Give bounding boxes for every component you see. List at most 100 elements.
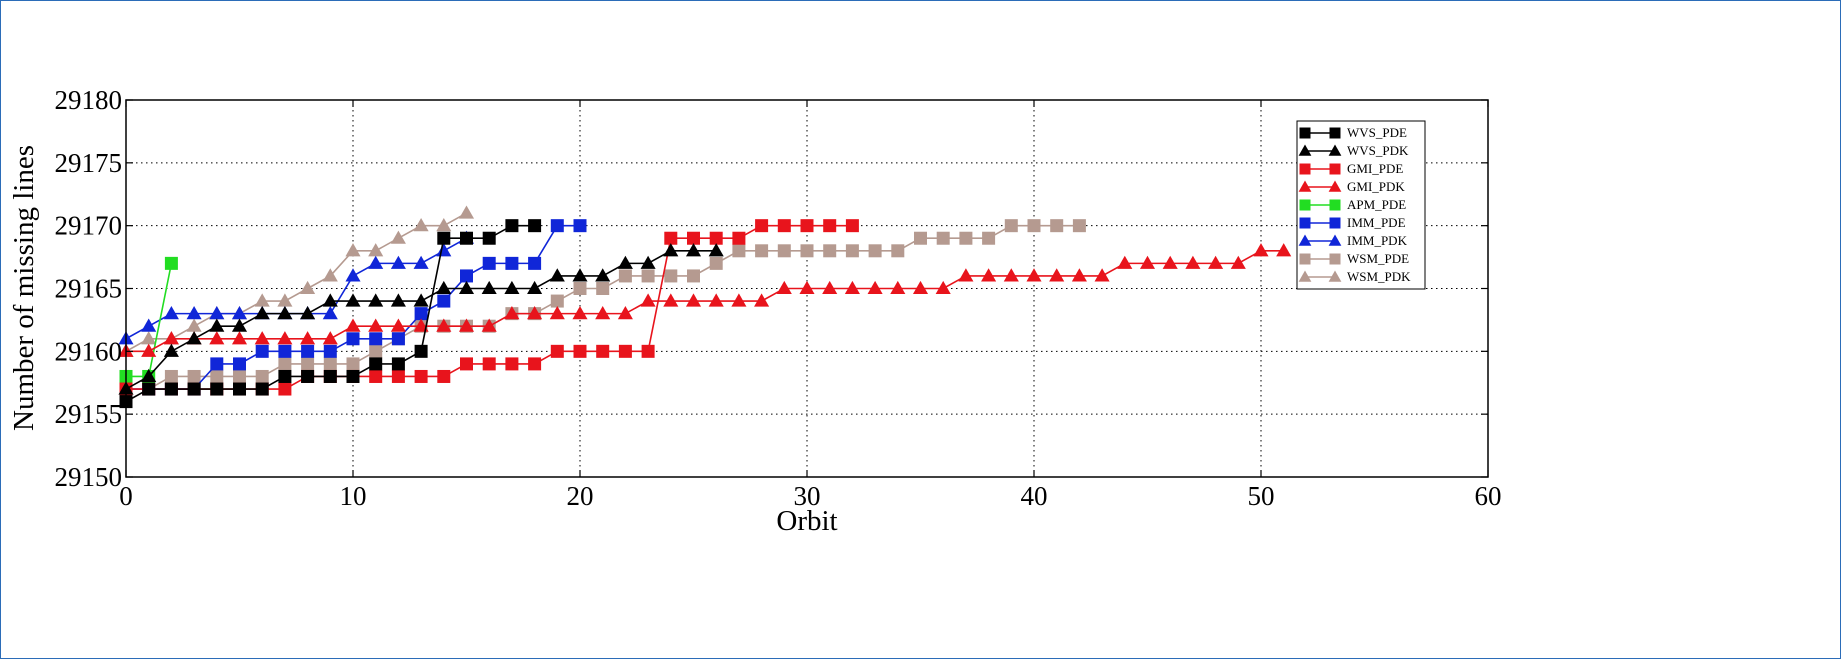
data-point	[141, 331, 157, 345]
data-point	[1004, 219, 1018, 233]
data-point	[142, 382, 156, 396]
data-point	[413, 318, 429, 332]
data-point	[391, 369, 405, 383]
data-point	[618, 344, 632, 358]
data-point	[460, 269, 473, 283]
data-point	[255, 382, 269, 396]
data-point	[959, 231, 973, 245]
data-point	[550, 219, 564, 233]
series-line	[125, 212, 467, 353]
data-point	[141, 318, 157, 332]
data-point	[595, 268, 611, 282]
data-point	[231, 331, 248, 345]
data-point	[482, 231, 496, 245]
data-point	[413, 293, 429, 307]
data-point	[301, 369, 315, 383]
data-point	[414, 369, 428, 383]
data-point	[1162, 255, 1178, 269]
data-point	[390, 230, 406, 244]
data-point	[323, 357, 337, 371]
data-point	[368, 293, 384, 307]
legend-label: WSM_PDK	[1347, 269, 1411, 284]
data-point	[163, 305, 179, 320]
data-point	[572, 305, 588, 320]
legend: WVS_PDE WVS_PDK GMI_PDE GMI_PDK APM_PDE IMM_P…	[1296, 120, 1426, 290]
data-point	[1003, 268, 1019, 282]
data-point	[210, 369, 224, 383]
data-point	[481, 318, 497, 332]
data-point	[754, 293, 770, 307]
y-tick-label: 29160	[55, 336, 123, 366]
data-point	[708, 293, 724, 307]
y-tick-label: 29175	[55, 148, 123, 178]
ticks: 0 10 20 30 40 50 60 29150 29155 29160 29165 29170 29…	[55, 85, 1502, 511]
data-point	[345, 268, 361, 282]
data-point	[596, 344, 610, 358]
legend-entry: IMM_PDE	[1299, 215, 1406, 230]
data-point	[481, 280, 497, 295]
legend-marker	[1329, 217, 1341, 229]
data-point	[278, 382, 292, 396]
data-point	[141, 343, 157, 357]
data-point	[527, 305, 543, 320]
data-point	[231, 305, 248, 320]
data-point	[936, 231, 950, 245]
data-point	[368, 318, 384, 332]
legend-marker	[1329, 253, 1341, 265]
legend-entry: WSM_PDK	[1298, 269, 1411, 284]
legend-label: APM_PDE	[1347, 197, 1406, 212]
data-point	[301, 344, 315, 358]
data-point	[414, 307, 428, 321]
data-point	[164, 369, 178, 383]
data-point	[482, 256, 496, 270]
legend-label: GMI_PDK	[1347, 179, 1405, 194]
data-point	[391, 357, 405, 371]
data-point	[460, 231, 473, 245]
data-point	[300, 331, 316, 345]
data-point	[301, 357, 315, 371]
legend-marker	[1328, 234, 1342, 246]
data-point	[640, 255, 656, 269]
legend-marker	[1298, 234, 1312, 246]
data-point	[209, 331, 225, 345]
legend-label: IMM_PDK	[1347, 233, 1408, 248]
data-point	[890, 280, 906, 295]
x-tick-label: 60	[1475, 481, 1502, 511]
data-point	[709, 231, 723, 245]
series-wvs-pde	[119, 219, 542, 409]
data-point	[345, 318, 361, 332]
data-point	[210, 382, 224, 396]
data-point	[322, 331, 338, 345]
data-point	[369, 369, 383, 383]
data-point	[368, 243, 384, 257]
data-point	[254, 305, 270, 320]
legend-marker	[1328, 270, 1342, 282]
data-point	[868, 244, 882, 258]
data-point	[414, 344, 428, 358]
data-point	[799, 280, 815, 295]
data-point	[641, 269, 655, 283]
legend-entry: WVS_PDK	[1298, 143, 1409, 158]
data-point	[844, 280, 860, 295]
data-point	[549, 268, 565, 282]
data-point	[187, 369, 201, 383]
data-point	[640, 293, 656, 307]
series-wvs-pdk	[118, 243, 724, 395]
legend-label: WVS_PDK	[1347, 143, 1409, 158]
data-point	[369, 357, 383, 371]
data-point	[550, 344, 564, 358]
data-point	[254, 331, 270, 345]
legend-marker	[1299, 163, 1311, 175]
data-point	[323, 344, 337, 358]
x-tick-label: 40	[1021, 481, 1048, 511]
data-point	[777, 219, 791, 233]
data-point	[482, 357, 496, 371]
data-point	[210, 357, 224, 371]
y-tick-label: 29170	[55, 211, 123, 241]
data-point	[1117, 255, 1133, 269]
data-point	[460, 357, 473, 371]
data-point	[346, 357, 360, 371]
data-point	[732, 244, 746, 258]
x-axis-label: Orbit	[776, 505, 837, 537]
